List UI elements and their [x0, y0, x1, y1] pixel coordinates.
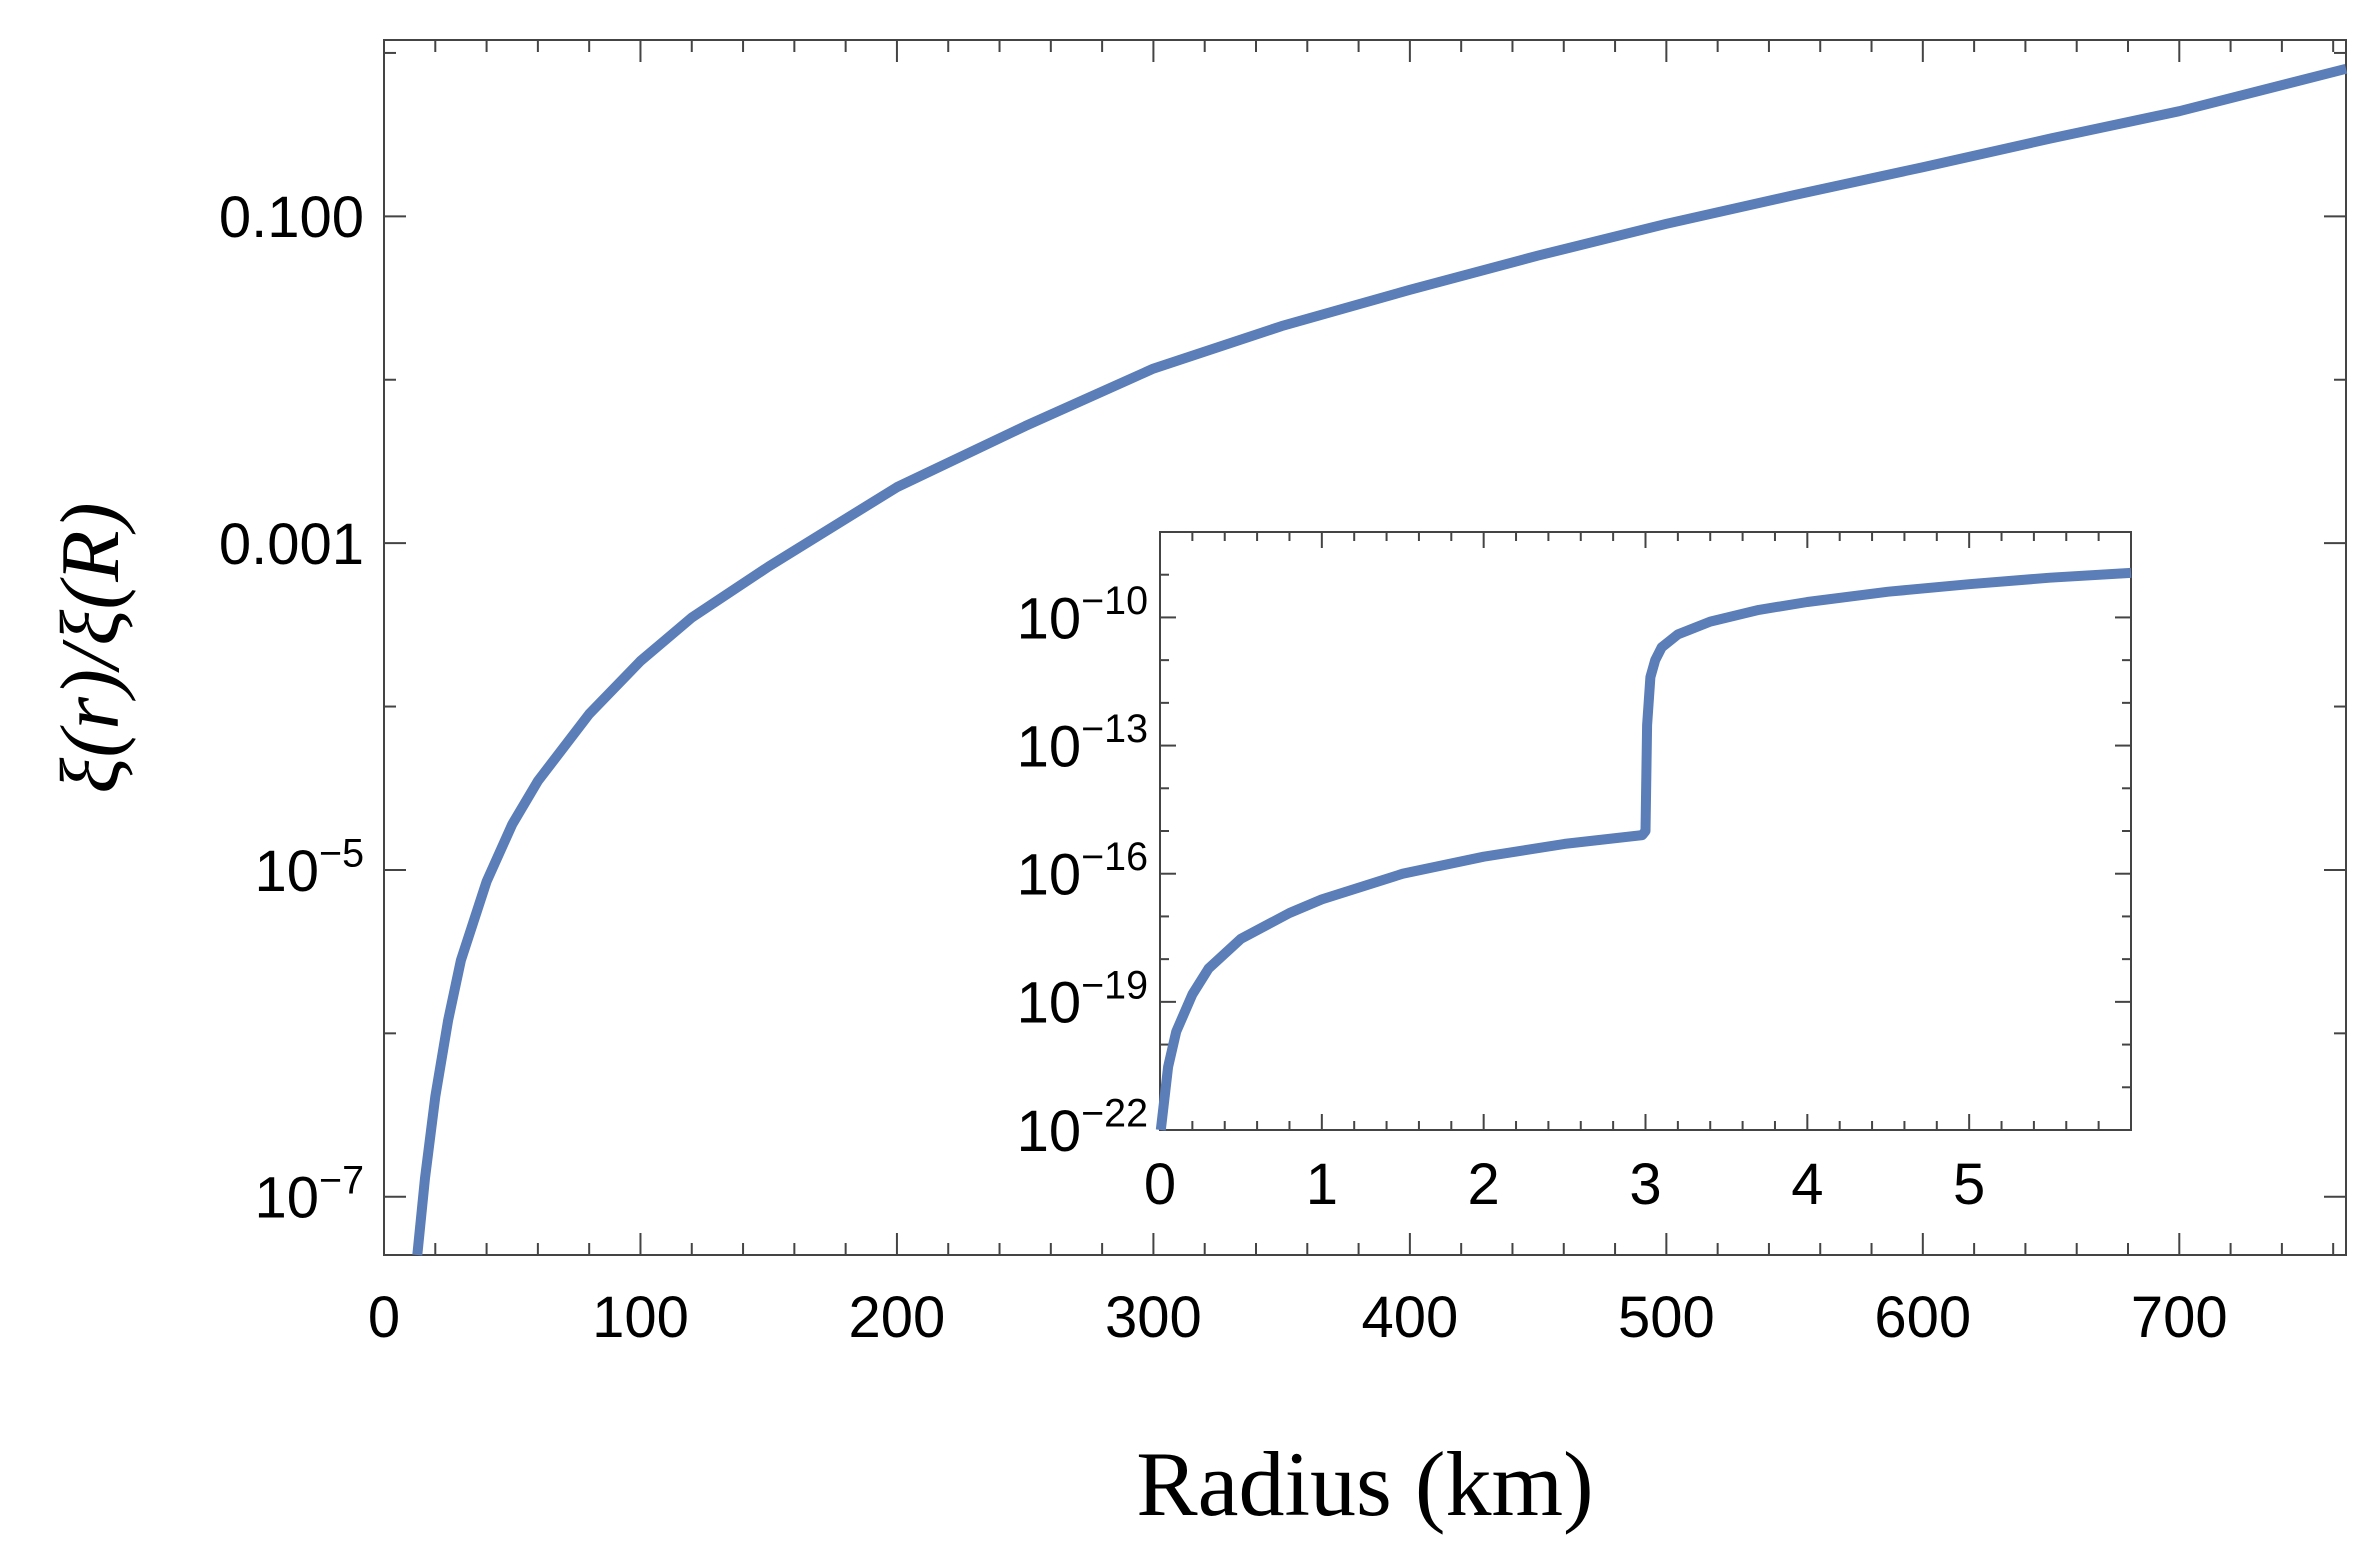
y-tick-label: 10−22: [1017, 1092, 1148, 1164]
x-tick-label: 100: [592, 1285, 689, 1350]
y-tick-label-exponent: −16: [1081, 835, 1148, 879]
x-tick-label: 2: [1468, 1152, 1500, 1217]
x-tick-label: 5: [1953, 1152, 1985, 1217]
x-tick-label: 0: [1144, 1152, 1176, 1217]
y-tick-label-base: 10: [255, 1166, 320, 1231]
y-tick-label-exponent: −7: [319, 1158, 364, 1202]
x-axis-label: Radius (km): [1136, 1433, 1593, 1535]
y-tick-label: 10−16: [1017, 835, 1148, 907]
x-tick-label: 400: [1361, 1285, 1458, 1350]
x-tick-label: 3: [1629, 1152, 1661, 1217]
y-tick-label-base: 10: [255, 839, 320, 904]
y-tick-label-base: 10: [1017, 971, 1082, 1036]
y-tick-label-base: 10: [1017, 714, 1082, 779]
x-tick-label: 4: [1791, 1152, 1823, 1217]
y-tick-label: 10−7: [255, 1158, 364, 1230]
x-tick-label: 500: [1618, 1285, 1715, 1350]
y-tick-label: 0.100: [219, 185, 364, 250]
inset-ticks: [1159, 532, 2132, 1131]
y-tick-label-base: 10: [1017, 1099, 1082, 1164]
y-tick-label-exponent: −19: [1081, 963, 1148, 1007]
y-tick-label-exponent: −5: [319, 831, 364, 875]
main-series-line: [412, 63, 2348, 1256]
x-tick-label: 200: [849, 1285, 946, 1350]
inset-series-line: [1155, 567, 2132, 1131]
x-tick-label: 600: [1874, 1285, 1971, 1350]
x-tick-label: 300: [1105, 1285, 1202, 1350]
y-tick-label: 10−13: [1017, 707, 1148, 779]
y-tick-label: 10−10: [1017, 579, 1148, 651]
y-tick-label: 10−5: [255, 831, 364, 903]
main-plot-frame: [383, 39, 2347, 1256]
y-tick-label-exponent: −13: [1081, 707, 1148, 751]
y-tick-label: 10−19: [1017, 963, 1148, 1035]
x-tick-label: 1: [1306, 1152, 1338, 1217]
main-ticks: [383, 40, 2346, 1255]
y-tick-label-base: 10: [1017, 843, 1082, 908]
x-tick-label: 700: [2131, 1285, 2228, 1350]
y-tick-label: 0.001: [219, 512, 364, 577]
y-tick-label-exponent: −22: [1081, 1092, 1148, 1136]
x-tick-label: 0: [368, 1285, 400, 1350]
y-axis-label: ξ(r)/ξ(R): [44, 502, 137, 793]
y-tick-label-base: 10: [1017, 586, 1082, 651]
y-tick-label-exponent: −10: [1081, 579, 1148, 623]
